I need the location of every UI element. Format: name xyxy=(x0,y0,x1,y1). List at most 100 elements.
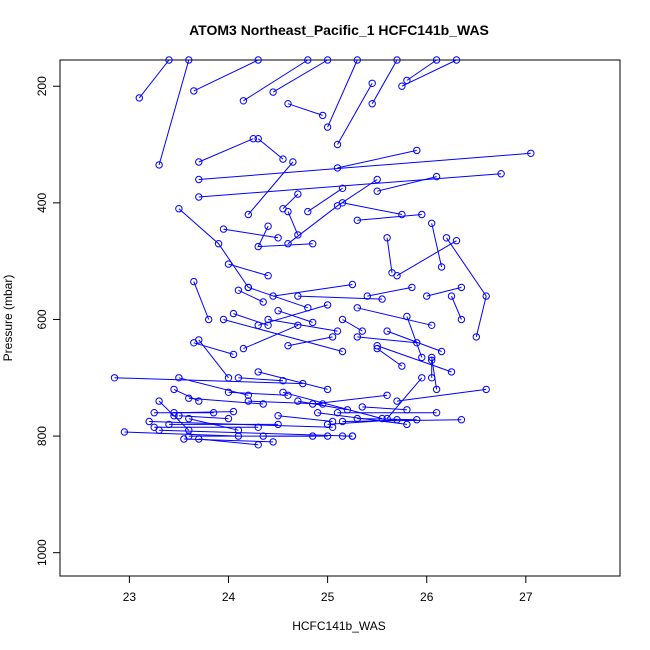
series-77 xyxy=(224,388,292,399)
data-point xyxy=(423,292,431,300)
series-line xyxy=(138,59,170,99)
data-point xyxy=(323,420,332,429)
data-point xyxy=(428,356,436,364)
data-point xyxy=(284,100,292,108)
series-line xyxy=(287,336,333,347)
data-point xyxy=(244,397,253,405)
series-line xyxy=(426,286,462,297)
series-line xyxy=(188,418,239,431)
series-56 xyxy=(447,292,466,324)
series-line xyxy=(396,240,457,277)
data-point xyxy=(353,56,361,64)
series-line xyxy=(297,400,348,411)
data-point xyxy=(333,164,342,172)
data-point xyxy=(185,394,193,402)
series-27 xyxy=(373,172,441,195)
series-line xyxy=(248,286,308,309)
data-point xyxy=(418,374,426,382)
series-84 xyxy=(309,391,391,408)
data-point xyxy=(254,242,262,251)
series-65 xyxy=(170,407,238,417)
series-16 xyxy=(195,149,535,184)
data-point xyxy=(393,56,401,64)
data-point xyxy=(314,409,322,417)
data-point xyxy=(353,216,361,225)
data-point xyxy=(432,385,441,394)
data-point xyxy=(264,272,272,280)
data-point xyxy=(239,97,248,105)
series-line xyxy=(386,377,423,419)
series-6 xyxy=(269,56,332,96)
data-point xyxy=(254,321,262,329)
series-line xyxy=(223,319,343,352)
x-tick-label: 24 xyxy=(222,590,236,604)
data-point xyxy=(338,432,347,440)
series-line xyxy=(159,429,353,437)
data-point xyxy=(428,353,436,362)
series-line xyxy=(362,406,407,411)
data-point xyxy=(338,347,347,356)
y-tick-label: 800 xyxy=(35,426,49,446)
series-39 xyxy=(264,315,342,335)
series-line xyxy=(243,59,309,102)
y-tick-label: 1000 xyxy=(35,539,49,566)
data-point xyxy=(170,385,178,394)
data-point xyxy=(190,339,198,347)
data-point xyxy=(393,397,401,405)
x-axis-label: HCFC141b_WAS xyxy=(292,619,386,633)
data-point xyxy=(264,222,272,230)
data-point xyxy=(482,385,490,394)
series-line xyxy=(273,284,353,297)
series-line xyxy=(173,388,200,402)
data-point xyxy=(527,149,535,158)
series-line xyxy=(337,83,373,145)
series-22 xyxy=(284,207,302,239)
series-line xyxy=(114,377,303,385)
data-point xyxy=(214,240,223,248)
series-2 xyxy=(190,56,262,95)
series-line xyxy=(287,211,299,236)
series-80 xyxy=(234,374,287,385)
series-line xyxy=(371,59,398,104)
data-point xyxy=(447,368,456,376)
data-point xyxy=(284,240,292,248)
series-83 xyxy=(279,388,386,423)
data-point xyxy=(135,94,144,102)
series-14 xyxy=(190,277,213,324)
data-point xyxy=(457,315,466,324)
series-25 xyxy=(338,199,406,219)
series-88 xyxy=(323,416,401,429)
series-line xyxy=(198,138,254,163)
series-line xyxy=(367,286,412,297)
series-line xyxy=(233,313,269,326)
series-28 xyxy=(333,146,421,172)
series-line xyxy=(287,179,378,245)
data-point xyxy=(413,339,421,347)
series-line xyxy=(297,295,383,300)
data-point xyxy=(323,301,332,309)
data-point xyxy=(442,234,451,242)
data-point xyxy=(403,312,411,321)
data-point xyxy=(408,283,416,292)
data-point xyxy=(195,397,203,405)
series-9 xyxy=(368,56,401,108)
x-tick-label: 25 xyxy=(321,590,335,604)
data-point xyxy=(378,295,386,303)
series-line xyxy=(357,214,422,221)
series-line xyxy=(327,419,398,425)
data-point xyxy=(309,400,317,408)
series-30 xyxy=(393,237,461,280)
data-point xyxy=(219,315,228,324)
series-line xyxy=(342,419,462,422)
data-point xyxy=(274,234,282,242)
series-45 xyxy=(274,307,317,327)
data-point xyxy=(398,210,406,219)
series-33 xyxy=(423,283,466,300)
series-line xyxy=(401,59,457,87)
series-75 xyxy=(150,409,218,417)
series-89 xyxy=(333,409,441,417)
series-line xyxy=(258,304,328,326)
series-52 xyxy=(373,344,406,370)
data-point xyxy=(338,417,347,426)
data-point xyxy=(358,403,366,411)
